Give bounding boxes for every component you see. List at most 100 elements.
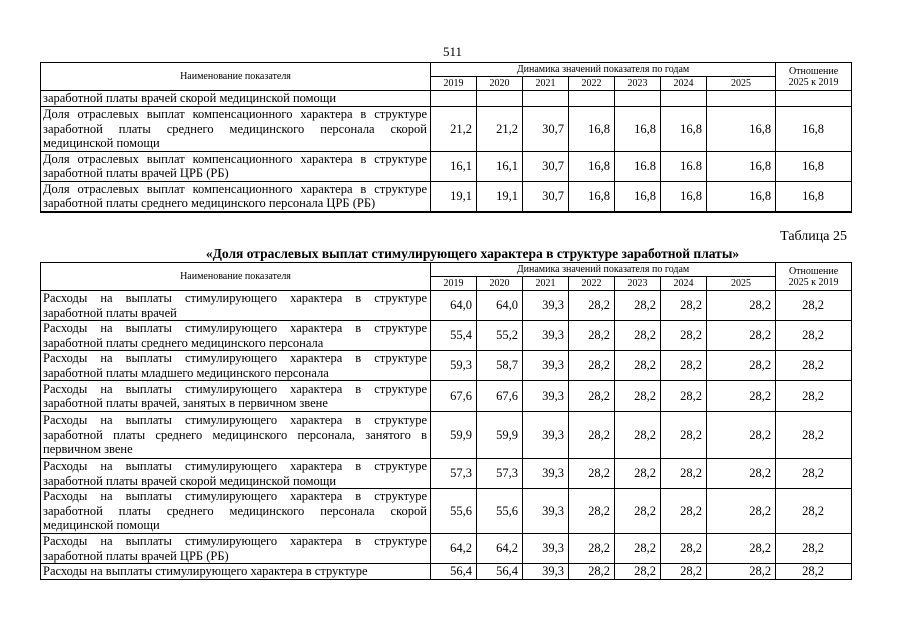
row-value: 16,8 [614,180,661,212]
row-value: 16,8 [705,106,777,152]
row-value: 28,2 [568,488,615,534]
header-year: 2019 [430,76,477,91]
row-value: 64,0 [476,290,523,321]
row-value [522,90,569,107]
row-value: 28,2 [705,458,777,489]
row-value: 28,2 [705,488,777,534]
row-value: 55,6 [476,488,523,534]
row-value: 28,2 [660,290,707,321]
row-value: 56,4 [430,563,477,580]
row-value: 28,2 [705,533,777,564]
row-name: заработной платы врачей скорой медицинск… [40,90,431,107]
header-year: 2024 [660,76,707,91]
row-value: 16,8 [568,106,615,152]
header-year: 2023 [614,76,661,91]
header-year: 2025 [705,276,777,291]
row-value: 28,2 [705,411,777,459]
row-name: Расходы на выплаты стимулирующего характ… [40,533,431,564]
table-row: Доля отраслевых выплат компенсационного … [40,180,853,212]
row-value: 59,9 [476,411,523,459]
row-value: 16,8 [705,150,777,182]
row-value: 28,2 [660,411,707,459]
row-value: 19,1 [476,180,523,212]
row-value: 28,2 [660,458,707,489]
table-row: Расходы на выплаты стимулирующего характ… [40,380,853,412]
row-value: 67,6 [476,380,523,412]
row-value: 59,9 [430,411,477,459]
row-value: 28,2 [568,290,615,321]
header-year: 2019 [430,276,477,291]
row-value: 16.8 [660,150,707,182]
row-value: 21,2 [476,106,523,152]
row-value: 28,2 [705,350,777,381]
row-value: 28,2 [614,458,661,489]
row-value: 28,2 [660,563,707,580]
row-value: 28,2 [568,320,615,351]
header-ratio: Отношение 2025 к 2019 [775,262,853,291]
header-year: 2025 [705,76,777,91]
row-ratio: 28,2 [775,533,853,564]
row-name: Доля отраслевых выплат компенсационного … [40,150,431,182]
header-dynamics: Динамика значений показателя по годам [429,262,777,277]
row-name: Расходы на выплаты стимулирующего характ… [40,563,431,580]
row-value: 30,7 [522,106,569,152]
row-value: 28,2 [614,488,661,534]
row-value [568,90,615,107]
header-years: 2019 2020 2021 2022 2023 2024 2025 [41,76,852,91]
header-ratio: Отношение 2025 к 2019 [775,62,853,91]
row-value: 16,8 [705,180,777,212]
table-row: Расходы на выплаты стимулирующего характ… [40,563,853,580]
row-value: 39,3 [522,350,569,381]
row-value: 16,1 [476,150,523,182]
row-ratio: 28,2 [775,380,853,412]
row-name: Доля отраслевых выплат компенсационного … [40,180,431,212]
table-compensatory: Наименование показателя Динамика значений… [40,62,853,213]
row-value: 28,2 [568,563,615,580]
row-ratio: 28,2 [775,488,853,534]
row-name: Расходы на выплаты стимулирующего характ… [40,380,431,412]
row-ratio: 28,2 [775,411,853,459]
row-name: Расходы на выплаты стимулирующего характ… [40,458,431,489]
table-row: Расходы на выплаты стимулирующего характ… [40,488,853,534]
row-value: 28,2 [660,380,707,412]
row-value: 57,3 [476,458,523,489]
row-value: 28,2 [705,380,777,412]
header-year: 2022 [568,276,615,291]
row-value: 28,2 [705,320,777,351]
row-ratio: 16,8 [775,106,853,152]
row-value: 39,3 [522,380,569,412]
table-row: Расходы на выплаты стимулирующего характ… [40,320,853,351]
row-value: 16.8 [614,150,661,182]
table-row: Доля отраслевых выплат компенсационного … [40,150,853,182]
header-year: 2021 [522,276,569,291]
row-name: Расходы на выплаты стимулирующего характ… [40,350,431,381]
row-value: 16,8 [660,180,707,212]
row-value: 39,3 [522,290,569,321]
row-value: 59,3 [430,350,477,381]
table-row: Доля отраслевых выплат компенсационного … [40,106,853,152]
header-row: Наименование показателя Динамика значений… [40,62,853,91]
header-year: 2022 [568,76,615,91]
table-row: Расходы на выплаты стимулирующего характ… [40,411,853,459]
row-value: 28,2 [614,380,661,412]
row-value: 28,2 [614,411,661,459]
row-value [705,90,777,107]
header-name: Наименование показателя [40,62,431,91]
table-row: Расходы на выплаты стимулирующего характ… [40,533,853,564]
row-value: 16,1 [430,150,477,182]
row-ratio [775,90,853,107]
header-row: Наименование показателя Динамика значений… [40,262,853,291]
row-value: 28,2 [568,350,615,381]
row-value: 58,7 [476,350,523,381]
row-ratio: 28,2 [775,350,853,381]
row-value: 28,2 [614,563,661,580]
table-label: Таблица 25 [780,229,847,244]
row-value: 28,2 [660,350,707,381]
row-value: 28,2 [614,290,661,321]
table-row: Расходы на выплаты стимулирующего характ… [40,350,853,381]
row-value: 39,3 [522,320,569,351]
table-row: Расходы на выплаты стимулирующего характ… [40,290,853,321]
row-value: 55,6 [430,488,477,534]
row-ratio: 28,2 [775,320,853,351]
row-name: Расходы на выплаты стимулирующего характ… [40,320,431,351]
